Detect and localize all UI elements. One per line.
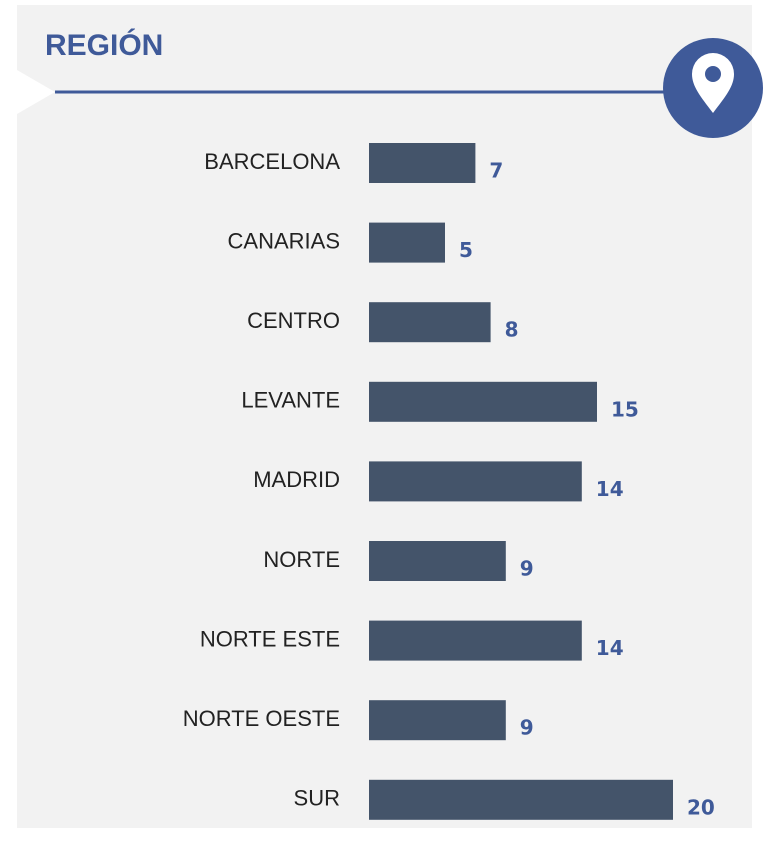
bar: [369, 143, 476, 183]
bar: [369, 779, 673, 820]
category-label: NORTE OESTE: [183, 706, 340, 731]
category-label: CANARIAS: [228, 228, 340, 253]
value-label: 7: [489, 159, 503, 183]
value-label: 14: [596, 636, 624, 660]
category-label: LEVANTE: [241, 388, 340, 413]
bar: [369, 302, 491, 343]
bar: [369, 620, 582, 661]
category-label: BARCELONA: [204, 149, 340, 174]
value-label: 8: [505, 318, 519, 342]
bar: [369, 461, 582, 502]
value-label: 20: [687, 795, 715, 819]
bar: [369, 381, 597, 422]
category-label: NORTE: [263, 547, 340, 572]
chart-title: REGIÓN: [45, 28, 163, 62]
bar: [369, 541, 506, 581]
value-label: 5: [459, 238, 473, 262]
value-label: 15: [611, 397, 639, 421]
notch: [17, 70, 55, 114]
value-label: 9: [520, 557, 534, 581]
category-label: CENTRO: [247, 308, 340, 333]
bar: [369, 222, 445, 263]
value-label: 9: [520, 716, 534, 740]
bar: [369, 700, 506, 741]
category-label: NORTE ESTE: [200, 626, 340, 651]
value-label: 14: [596, 477, 624, 501]
category-label: MADRID: [253, 467, 340, 492]
category-label: SUR: [294, 786, 340, 811]
location-icon: [663, 38, 763, 138]
